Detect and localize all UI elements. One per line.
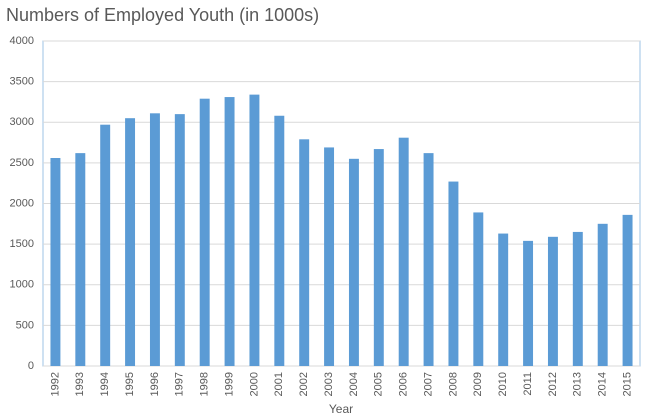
y-tick-label: 3000 — [10, 116, 34, 128]
x-tick-label: 2007 — [422, 372, 434, 396]
bar — [299, 139, 310, 366]
x-tick-label: 1998 — [199, 372, 211, 396]
x-tick-label: 2005 — [373, 372, 385, 396]
bar — [174, 114, 185, 366]
x-tick-label: 1992 — [49, 372, 61, 396]
x-tick-label: 1993 — [74, 372, 86, 396]
bar — [249, 94, 260, 366]
y-tick-label: 2500 — [10, 157, 34, 169]
x-tick-label: 2009 — [472, 372, 484, 396]
bar — [373, 149, 384, 366]
bar — [274, 115, 285, 366]
bar — [75, 153, 86, 366]
bar — [224, 97, 235, 366]
bar — [523, 240, 534, 366]
x-tick-label: 2001 — [273, 372, 285, 396]
bar — [572, 231, 583, 366]
bar — [50, 158, 61, 366]
bar — [547, 236, 558, 366]
x-tick-label: 2002 — [298, 372, 310, 396]
y-tick-label: 0 — [28, 360, 34, 372]
x-tick-label: 2004 — [348, 372, 360, 396]
bar — [199, 98, 210, 366]
x-tick-label: 2011 — [522, 372, 534, 396]
x-tick-label: 2015 — [621, 372, 633, 396]
y-tick-label: 1000 — [10, 279, 34, 291]
bar — [498, 233, 509, 366]
bar — [423, 153, 434, 366]
x-tick-label: 2000 — [248, 372, 260, 396]
x-tick-label: 2003 — [323, 372, 335, 396]
bar — [348, 158, 359, 366]
y-tick-label: 500 — [16, 319, 34, 331]
x-tick-label: 1995 — [124, 372, 136, 396]
x-tick-label: 2010 — [497, 372, 509, 396]
x-tick-label: 1996 — [149, 372, 161, 396]
bar — [622, 214, 633, 366]
x-tick-label: 2008 — [447, 372, 459, 396]
x-tick-label: 1994 — [99, 372, 111, 396]
y-tick-label: 3500 — [10, 76, 34, 88]
bar — [324, 147, 335, 366]
x-tick-label: 2012 — [547, 372, 559, 396]
bar — [398, 137, 409, 366]
x-tick-label: 2006 — [398, 372, 410, 396]
x-tick-label: 1999 — [223, 372, 235, 396]
bar — [473, 212, 484, 366]
y-tick-label: 1500 — [10, 238, 34, 250]
y-tick-label: 2000 — [10, 197, 34, 209]
bar — [125, 118, 136, 366]
x-axis-title: Year — [329, 402, 353, 416]
bar — [448, 181, 459, 366]
x-tick-label: 2013 — [572, 372, 584, 396]
x-tick-label: 1997 — [174, 372, 186, 396]
bar — [149, 113, 160, 366]
chart-title: Numbers of Employed Youth (in 1000s) — [6, 5, 319, 25]
bar — [100, 124, 111, 366]
x-tick-label: 2014 — [597, 372, 609, 396]
bar — [597, 223, 608, 366]
y-tick-label: 4000 — [10, 35, 34, 47]
